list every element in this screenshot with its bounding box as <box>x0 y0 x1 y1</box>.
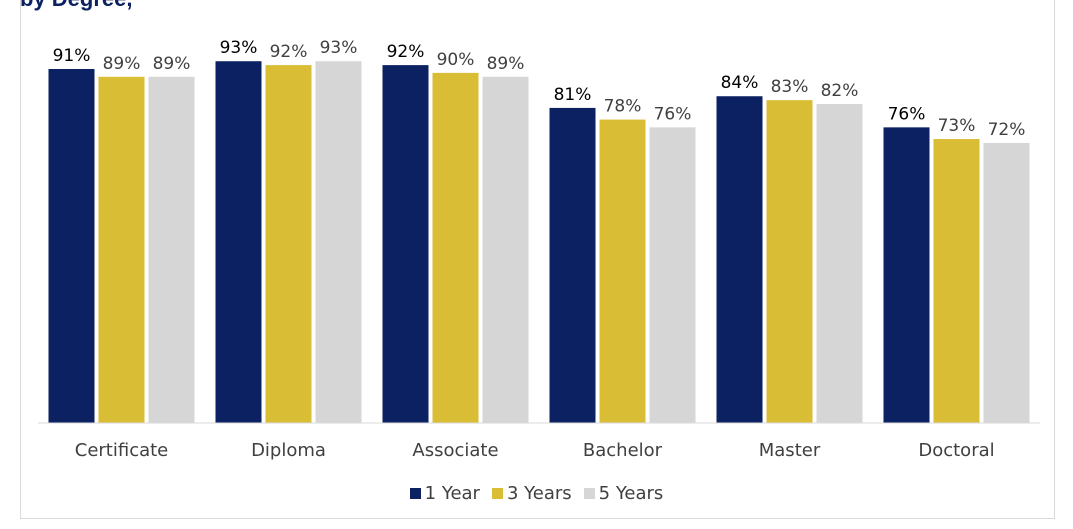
legend-label-5-years: 5 Years <box>598 483 664 504</box>
data-label-associate-5-years: 89% <box>487 54 525 74</box>
data-label-diploma-3-years: 92% <box>270 42 308 62</box>
bar-chart: 91% 89% 89% 93% 92% 93% 92% 90% 89% 81% 78% 76% 84% 8… <box>38 38 1040 461</box>
data-label-associate-3-years: 90% <box>437 50 475 70</box>
legend-swatch-5-years <box>583 488 595 499</box>
bar-diploma-3-years <box>265 65 312 424</box>
bar-master-3-years <box>766 100 813 423</box>
data-label-master-3-years: 83% <box>771 77 809 97</box>
data-label-certificate-1-year: 91% <box>53 46 91 66</box>
data-labels-group: 91% 89% 89% 93% 92% 93% 92% 90% 89% 81% 78% 76% 84% 8… <box>53 38 1026 140</box>
data-label-bachelor-1-year: 81% <box>554 85 592 105</box>
x-tick-label-associate: Associate <box>412 440 498 461</box>
chart-title-fragment: by Degree, <box>20 0 133 12</box>
data-label-bachelor-3-years: 78% <box>604 97 642 117</box>
x-tick-label-diploma: Diploma <box>251 440 326 461</box>
data-label-certificate-3-years: 89% <box>103 54 141 74</box>
bar-certificate-3-years <box>98 76 145 423</box>
bar-bachelor-5-years <box>649 127 696 424</box>
legend-item-1-year: 1 Year <box>409 483 480 504</box>
bar-associate-3-years <box>432 72 479 424</box>
x-tick-label-bachelor: Bachelor <box>583 440 663 461</box>
x-tick-label-certificate: Certificate <box>75 440 169 461</box>
bar-associate-1-year <box>382 65 429 424</box>
bar-certificate-5-years <box>148 76 195 423</box>
x-tick-labels-group: Certificate Diploma Associate Bachelor Maste… <box>75 440 995 461</box>
data-label-doctoral-5-years: 72% <box>988 120 1026 140</box>
bar-master-5-years <box>816 104 863 424</box>
legend-swatch-3-years <box>491 488 503 499</box>
bar-associate-5-years <box>482 76 529 423</box>
bars-group <box>48 61 1030 424</box>
legend: 1 Year 3 Years 5 Years <box>0 483 1073 504</box>
data-label-bachelor-5-years: 76% <box>654 104 692 124</box>
bar-certificate-1-year <box>48 69 95 423</box>
x-tick-label-master: Master <box>759 440 821 461</box>
data-label-master-5-years: 82% <box>821 81 859 101</box>
data-label-associate-1-year: 92% <box>387 42 425 62</box>
bar-master-1-year <box>716 96 763 424</box>
bar-doctoral-5-years <box>983 142 1030 424</box>
data-label-doctoral-1-year: 76% <box>888 104 926 124</box>
bar-diploma-5-years <box>315 61 362 423</box>
bar-doctoral-3-years <box>933 139 980 423</box>
data-label-certificate-5-years: 89% <box>153 54 191 74</box>
data-label-master-1-year: 84% <box>721 73 759 93</box>
legend-swatch-1-year <box>409 488 421 499</box>
bar-doctoral-1-year <box>883 127 930 424</box>
legend-label-1-year: 1 Year <box>424 483 480 504</box>
x-tick-label-doctoral: Doctoral <box>918 440 994 461</box>
bar-bachelor-1-year <box>549 107 596 423</box>
data-label-diploma-5-years: 93% <box>320 38 358 58</box>
data-label-doctoral-3-years: 73% <box>938 116 976 136</box>
legend-label-3-years: 3 Years <box>506 483 572 504</box>
bar-bachelor-3-years <box>599 119 646 423</box>
bar-diploma-1-year <box>215 61 262 423</box>
legend-item-5-years: 5 Years <box>583 483 664 504</box>
data-label-diploma-1-year: 93% <box>220 38 258 58</box>
legend-item-3-years: 3 Years <box>491 483 572 504</box>
